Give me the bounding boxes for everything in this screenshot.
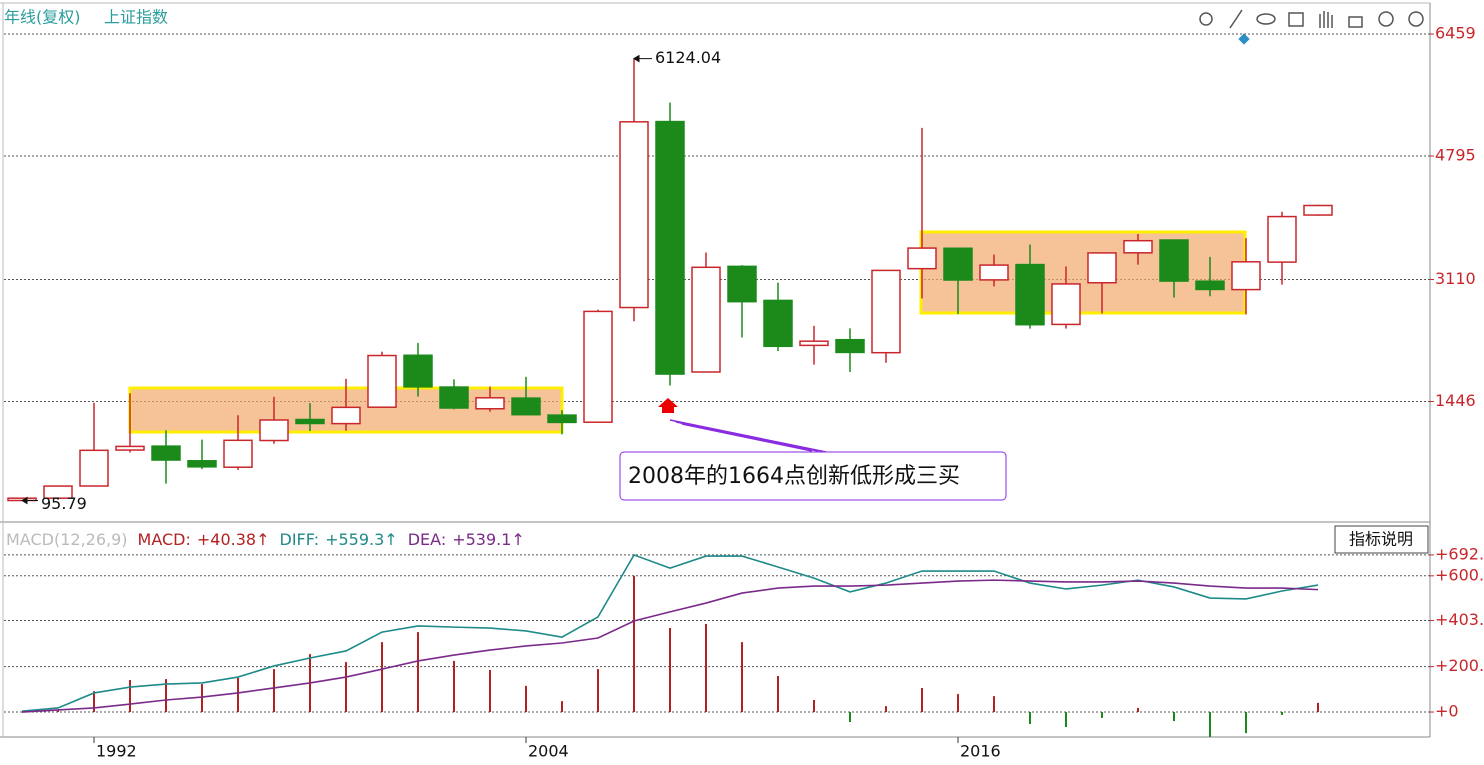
candle-body bbox=[187, 460, 217, 468]
x-tick-label: 2016 bbox=[960, 742, 1001, 761]
candle-body bbox=[79, 449, 109, 487]
candle-body bbox=[799, 340, 829, 347]
candle-body bbox=[475, 397, 505, 410]
annotation-box bbox=[619, 451, 1007, 501]
y-tick-label: +403. bbox=[1435, 610, 1484, 629]
legend-name: MACD: bbox=[138, 530, 191, 549]
y-tick-label: +0 bbox=[1435, 702, 1459, 721]
candle-body bbox=[1303, 204, 1333, 216]
candle-body bbox=[295, 418, 325, 425]
y-tick-label: 1446 bbox=[1435, 391, 1476, 410]
candle-body bbox=[763, 299, 793, 348]
candle-body bbox=[367, 354, 397, 408]
legend-value: +40.38↑ bbox=[197, 530, 270, 549]
arrow-up bbox=[658, 398, 678, 413]
legend-value: +539.1↑ bbox=[452, 530, 525, 549]
max-label: 6124.04 bbox=[655, 48, 721, 67]
candle-body bbox=[223, 439, 253, 468]
indicator-help-label[interactable]: 指标说明 bbox=[1349, 530, 1413, 549]
candle-body bbox=[1195, 280, 1225, 291]
candle-body bbox=[907, 247, 937, 270]
candle-body bbox=[871, 269, 901, 354]
macd-line bbox=[21, 579, 1319, 713]
legend-value: +559.3↑ bbox=[325, 530, 398, 549]
y-tick-label: +692. bbox=[1435, 544, 1484, 563]
y-tick-label: 4795 bbox=[1435, 146, 1476, 165]
lock-icon[interactable] bbox=[1348, 16, 1363, 28]
annotation: 2008年的1664点创新低形成三买 bbox=[628, 464, 960, 489]
candle-body bbox=[43, 485, 73, 499]
zoom-in-icon[interactable] bbox=[1378, 11, 1394, 27]
candle-body bbox=[1123, 239, 1153, 254]
candle-body bbox=[1051, 283, 1081, 326]
zoom-out-icon[interactable] bbox=[1408, 11, 1424, 27]
marker bbox=[1238, 33, 1250, 45]
draw-icon[interactable] bbox=[1229, 9, 1243, 29]
candle-body bbox=[331, 406, 361, 425]
candle-body bbox=[979, 264, 1009, 281]
x-tick-label: 2004 bbox=[528, 742, 569, 761]
candle-body bbox=[583, 310, 613, 423]
pointer-line bbox=[669, 419, 827, 453]
indicator-help-button[interactable] bbox=[1334, 525, 1429, 554]
y-tick-label: +600. bbox=[1435, 565, 1484, 584]
y-tick-label: +200. bbox=[1435, 656, 1484, 675]
toolbar bbox=[1199, 9, 1424, 29]
period-label: 年线(复权) bbox=[4, 8, 81, 27]
candle-body bbox=[403, 354, 433, 388]
candle-body bbox=[259, 419, 289, 442]
candle-body bbox=[1231, 261, 1261, 291]
candle-body bbox=[1159, 239, 1189, 282]
candle-body bbox=[151, 445, 181, 461]
macd-line bbox=[21, 553, 1319, 712]
chart-title: 上证指数 bbox=[104, 8, 168, 27]
macd-legend: MACD(12,26,9) MACD: +40.38↑ DIFF: +559.3↑ DEA… bbox=[6, 530, 525, 549]
candle-body bbox=[1015, 263, 1045, 326]
toolbox-icon[interactable] bbox=[1288, 12, 1304, 27]
candle-body bbox=[439, 386, 469, 409]
hand-icon[interactable] bbox=[1319, 11, 1333, 28]
candle-body bbox=[943, 247, 973, 281]
settings-icon[interactable] bbox=[1199, 12, 1213, 26]
max-pointer bbox=[633, 54, 652, 63]
x-tick-label: 1992 bbox=[96, 742, 137, 761]
candle-body bbox=[115, 445, 145, 451]
candle-body bbox=[511, 397, 541, 416]
y-tick-label: 3110 bbox=[1435, 269, 1476, 288]
legend-name: DIFF: bbox=[280, 530, 320, 549]
candle-body bbox=[547, 414, 577, 424]
macd-title: MACD(12,26,9) bbox=[6, 530, 128, 549]
candle-body bbox=[1267, 215, 1297, 263]
min-pointer bbox=[21, 496, 38, 505]
min-label: 95.79 bbox=[41, 494, 87, 513]
eye-icon[interactable] bbox=[1256, 13, 1276, 25]
candle-body bbox=[1087, 252, 1117, 284]
candle-body bbox=[691, 266, 721, 373]
candle-body bbox=[655, 120, 685, 375]
candle-body bbox=[835, 338, 865, 354]
legend-name: DEA: bbox=[408, 530, 446, 549]
highlight-box bbox=[919, 230, 1247, 315]
candle-body bbox=[727, 265, 757, 303]
y-tick-label: 6459 bbox=[1435, 24, 1476, 43]
candle-body bbox=[619, 121, 649, 309]
